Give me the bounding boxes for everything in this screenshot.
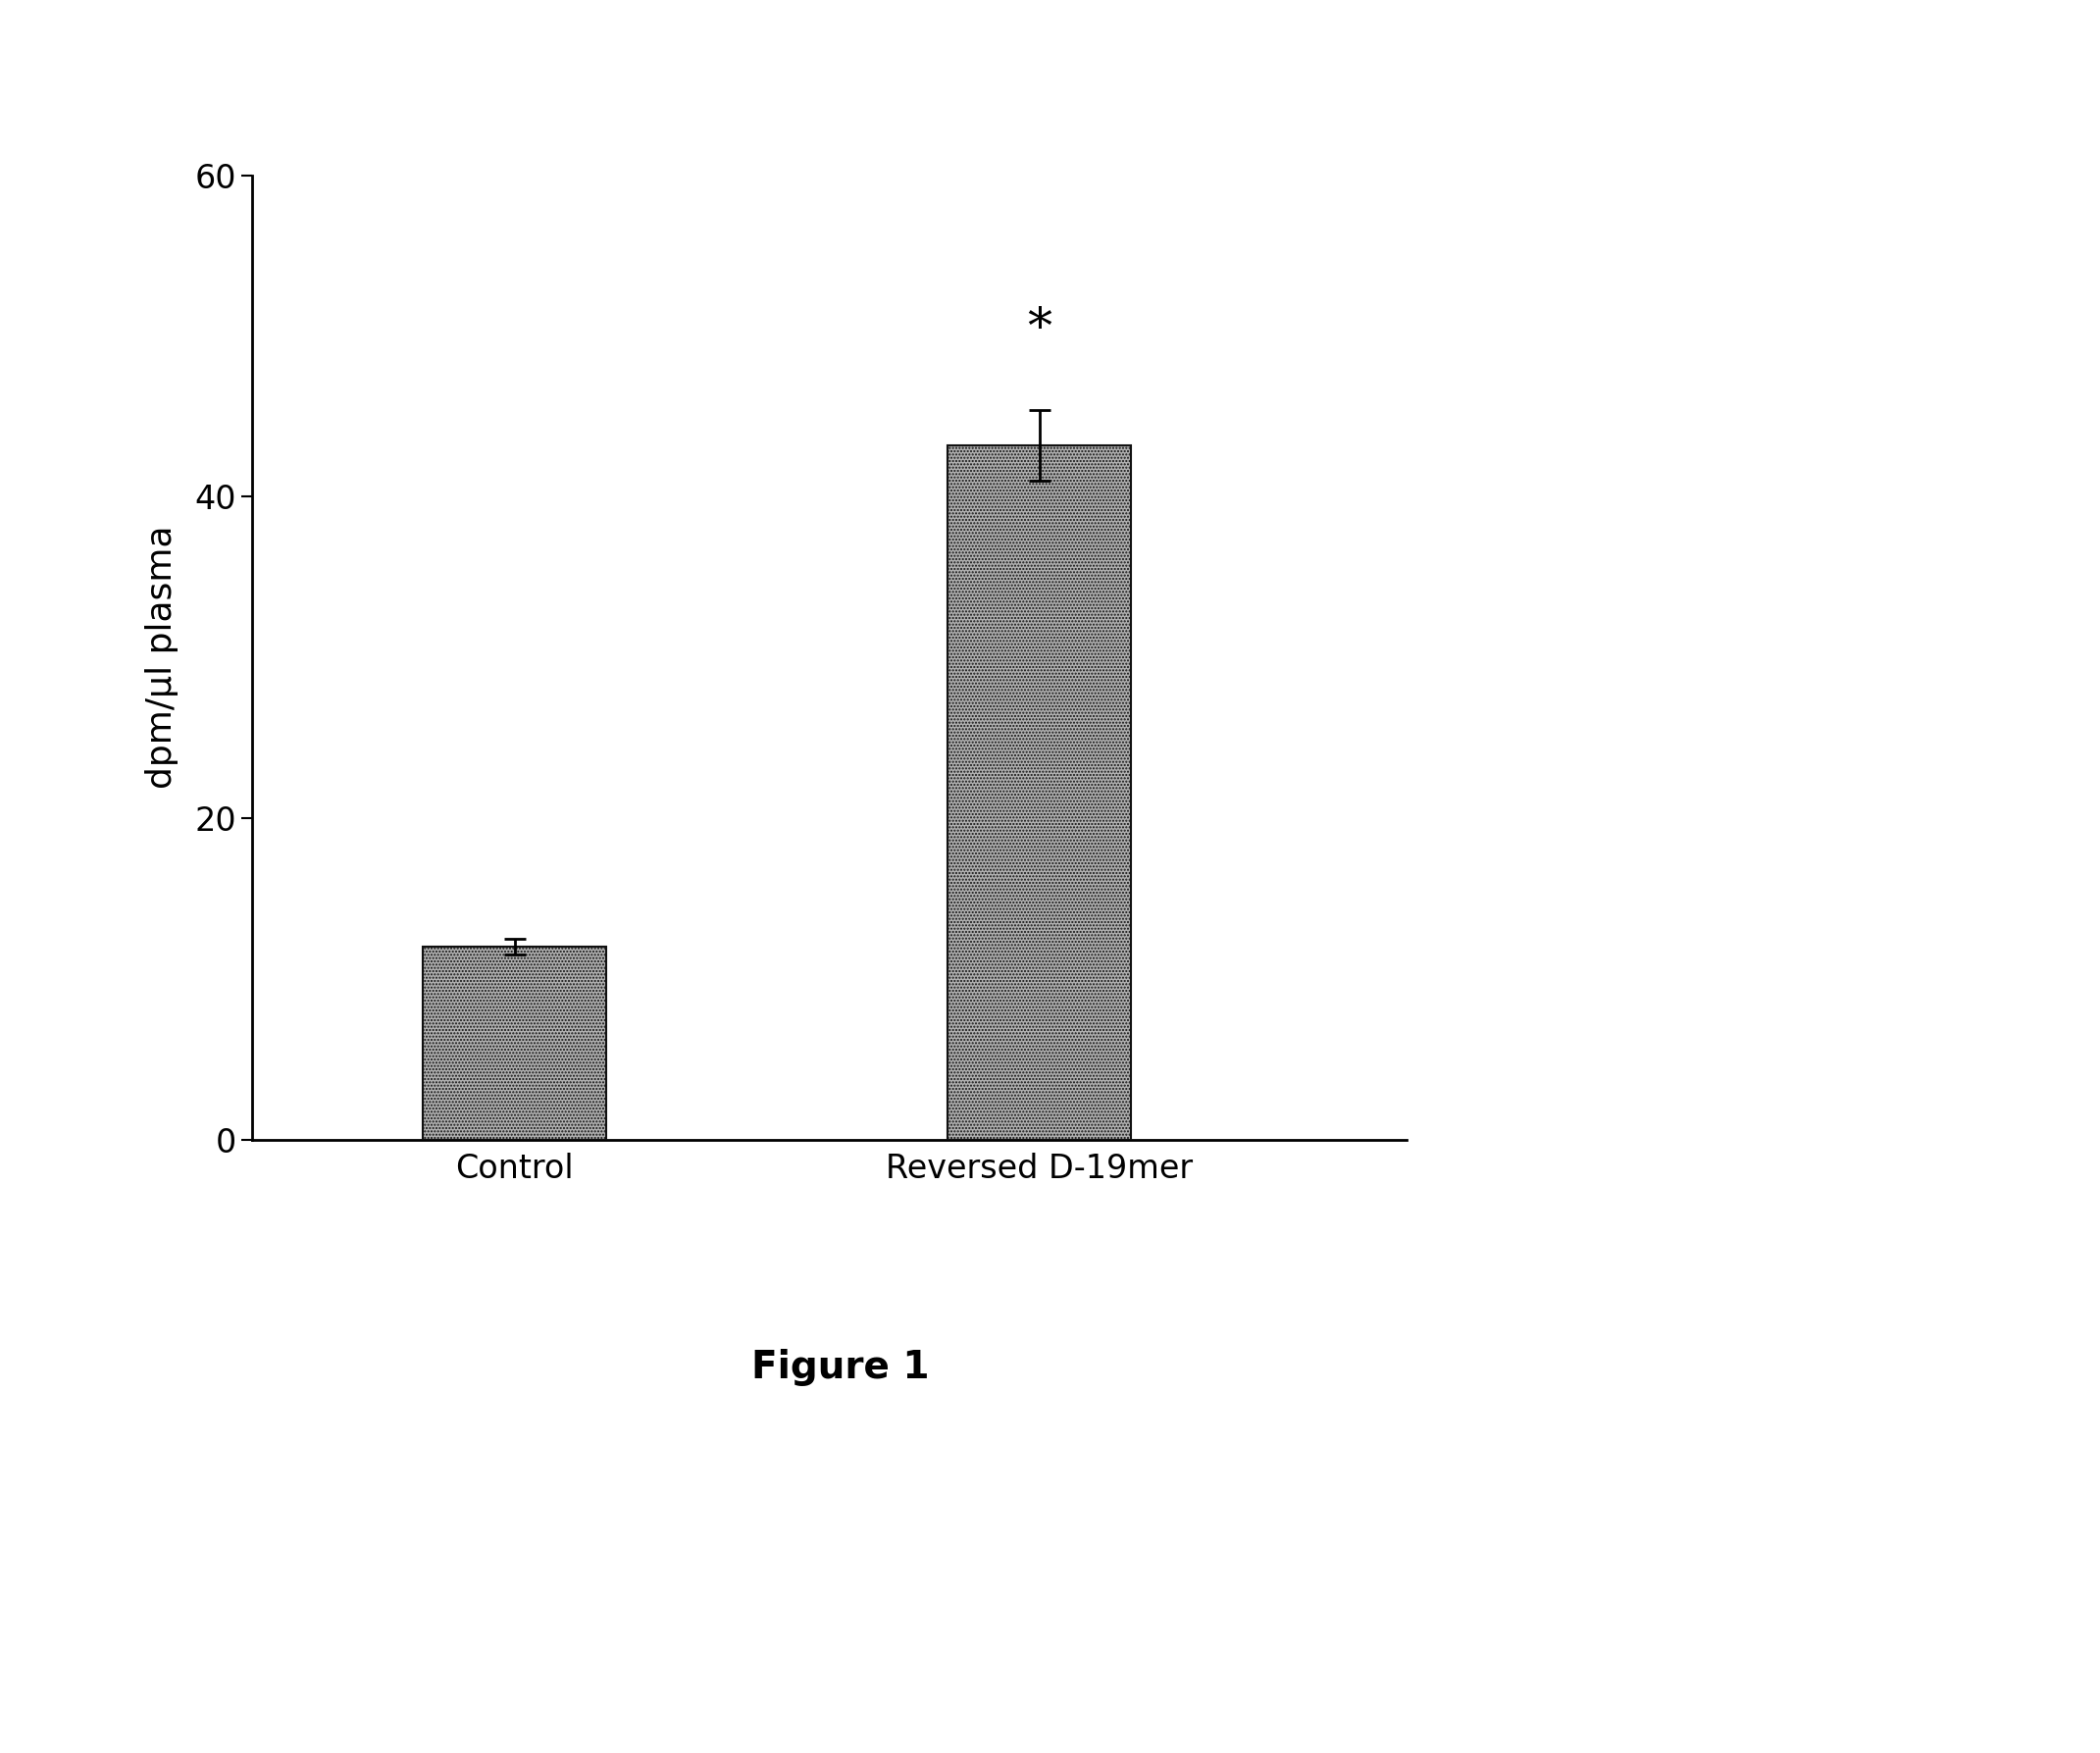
Y-axis label: dpm/μl plasma: dpm/μl plasma — [145, 526, 179, 789]
Bar — [947, 445, 1132, 1139]
Text: *: * — [1027, 305, 1052, 354]
Bar — [422, 947, 607, 1139]
Text: Figure 1: Figure 1 — [752, 1348, 928, 1387]
